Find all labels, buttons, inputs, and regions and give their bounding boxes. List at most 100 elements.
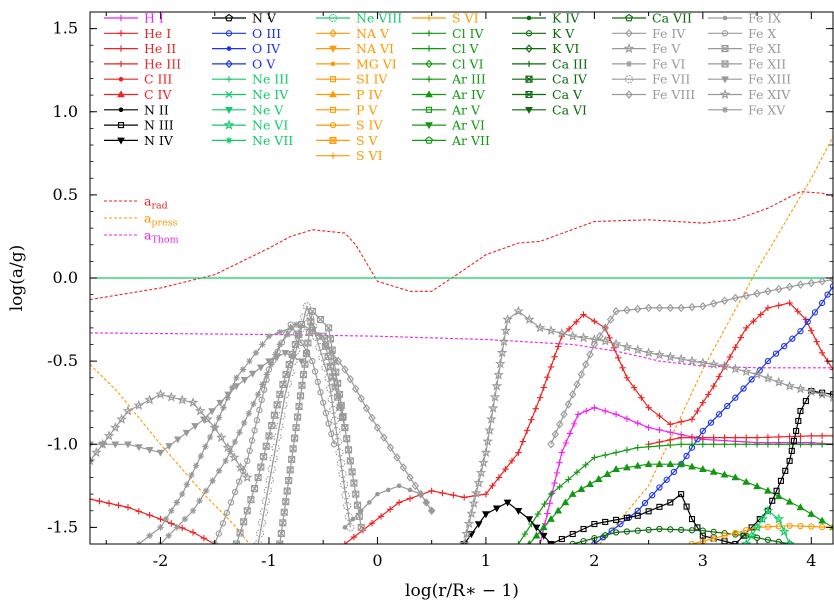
series-ar-iii — [515, 441, 833, 544]
data-point — [202, 443, 209, 450]
data-point — [228, 384, 236, 391]
data-point — [277, 411, 286, 420]
legend-entry: N V — [212, 11, 277, 26]
data-point — [569, 530, 576, 538]
data-point — [591, 404, 598, 411]
data-point — [252, 349, 260, 357]
data-point — [699, 434, 707, 441]
legend-label: Ca VII — [652, 11, 692, 26]
data-point — [339, 412, 347, 421]
legend-entry: Fe XIII — [708, 72, 791, 87]
data-point — [255, 529, 265, 538]
data-point — [534, 322, 546, 333]
legend-entry: Ne VIII — [316, 11, 402, 26]
data-point — [786, 522, 793, 529]
y-tick-label: 1.0 — [53, 102, 78, 121]
legend-label: Ne VII — [252, 133, 293, 148]
data-point — [656, 442, 663, 450]
data-point — [580, 525, 587, 533]
legend-entry: K V — [512, 26, 575, 41]
data-point — [265, 366, 273, 373]
data-point — [256, 364, 265, 372]
data-point — [694, 524, 701, 531]
data-point — [686, 355, 698, 366]
data-point — [268, 421, 276, 430]
data-point — [341, 424, 349, 432]
data-point — [232, 383, 241, 391]
data-point — [495, 474, 503, 481]
data-point — [613, 516, 620, 523]
legend-entry: Ca IV — [512, 72, 588, 87]
data-point — [795, 383, 806, 394]
data-point — [187, 397, 199, 408]
data-point — [829, 366, 833, 373]
data-point — [569, 540, 576, 544]
data-point — [554, 506, 563, 514]
legend-label: Ar III — [451, 72, 486, 87]
legend-marker — [625, 29, 633, 38]
data-point — [786, 433, 793, 440]
data-point — [263, 486, 272, 495]
data-point — [582, 461, 589, 469]
legend-entry: S V — [316, 133, 379, 148]
data-point — [539, 523, 548, 531]
data-point — [326, 384, 335, 393]
legend-label: Fe XV — [748, 102, 786, 117]
series-n-iv — [460, 499, 555, 544]
legend-marker — [525, 75, 533, 83]
data-point — [544, 373, 551, 381]
data-point — [304, 339, 312, 347]
legend-entry: MG VI — [316, 56, 397, 71]
y-tick-label: 0.5 — [53, 185, 78, 204]
data-point — [667, 429, 674, 436]
data-point — [829, 283, 833, 290]
data-point — [667, 421, 674, 428]
data-point — [262, 442, 270, 450]
data-point — [228, 452, 240, 463]
data-point — [656, 426, 663, 434]
data-point — [346, 457, 354, 465]
legend-entry: Fe IV — [612, 26, 686, 41]
legend-accel-label: arad — [144, 194, 168, 212]
data-point — [273, 432, 282, 442]
data-point — [589, 333, 600, 345]
legend-entry: Ne IV — [212, 87, 289, 102]
data-point — [259, 453, 268, 461]
data-point — [796, 280, 805, 289]
legend-accel-entry: apress — [104, 211, 178, 229]
data-point — [280, 508, 288, 516]
data-point — [775, 302, 782, 309]
legend-entry: He II — [104, 41, 176, 56]
data-point — [173, 524, 180, 531]
data-point — [612, 529, 620, 536]
data-point — [279, 400, 288, 410]
data-point — [240, 468, 247, 475]
data-point — [275, 422, 284, 431]
data-point — [785, 497, 794, 505]
data-point — [344, 446, 353, 454]
data-point — [385, 487, 391, 493]
legend-entry: P V — [316, 102, 378, 117]
legend-label: Ar VI — [451, 118, 485, 133]
data-point — [688, 434, 696, 441]
data-point — [558, 535, 565, 543]
data-point — [601, 323, 609, 333]
data-point — [285, 476, 293, 485]
data-point — [748, 376, 755, 383]
data-point — [764, 304, 772, 312]
data-point — [358, 508, 364, 514]
data-point — [645, 404, 652, 411]
legend-label: He III — [144, 56, 181, 71]
data-point — [547, 363, 555, 371]
legend-marker — [117, 14, 125, 22]
data-point — [277, 529, 285, 537]
data-point — [586, 480, 594, 487]
series-fe-xiv — [90, 388, 253, 482]
legend-entry: SI IV — [316, 72, 388, 87]
data-point — [211, 424, 218, 431]
data-point — [165, 443, 174, 451]
data-point — [720, 296, 729, 305]
x-tick-label: 3 — [698, 551, 708, 570]
data-point — [466, 507, 477, 519]
data-point — [489, 482, 496, 490]
